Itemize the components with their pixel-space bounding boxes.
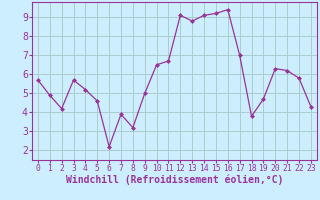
X-axis label: Windchill (Refroidissement éolien,°C): Windchill (Refroidissement éolien,°C) xyxy=(66,175,283,185)
